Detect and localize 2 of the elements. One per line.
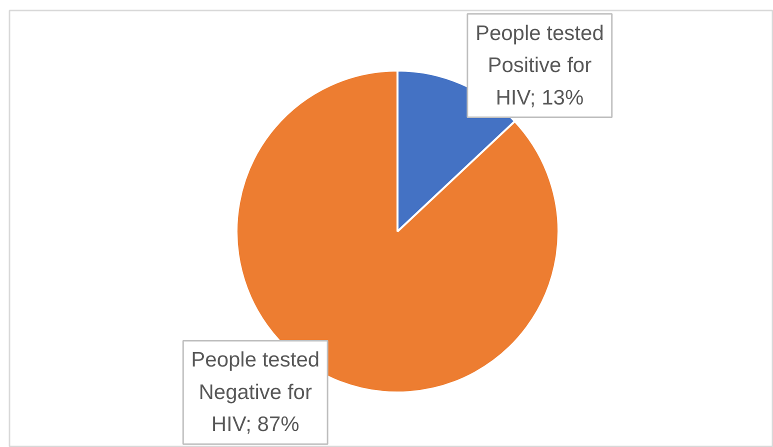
- slice-label: People tested Positive for HIV; 13%: [475, 22, 604, 110]
- slice-label: People tested Negative for HIV; 87%: [191, 348, 320, 436]
